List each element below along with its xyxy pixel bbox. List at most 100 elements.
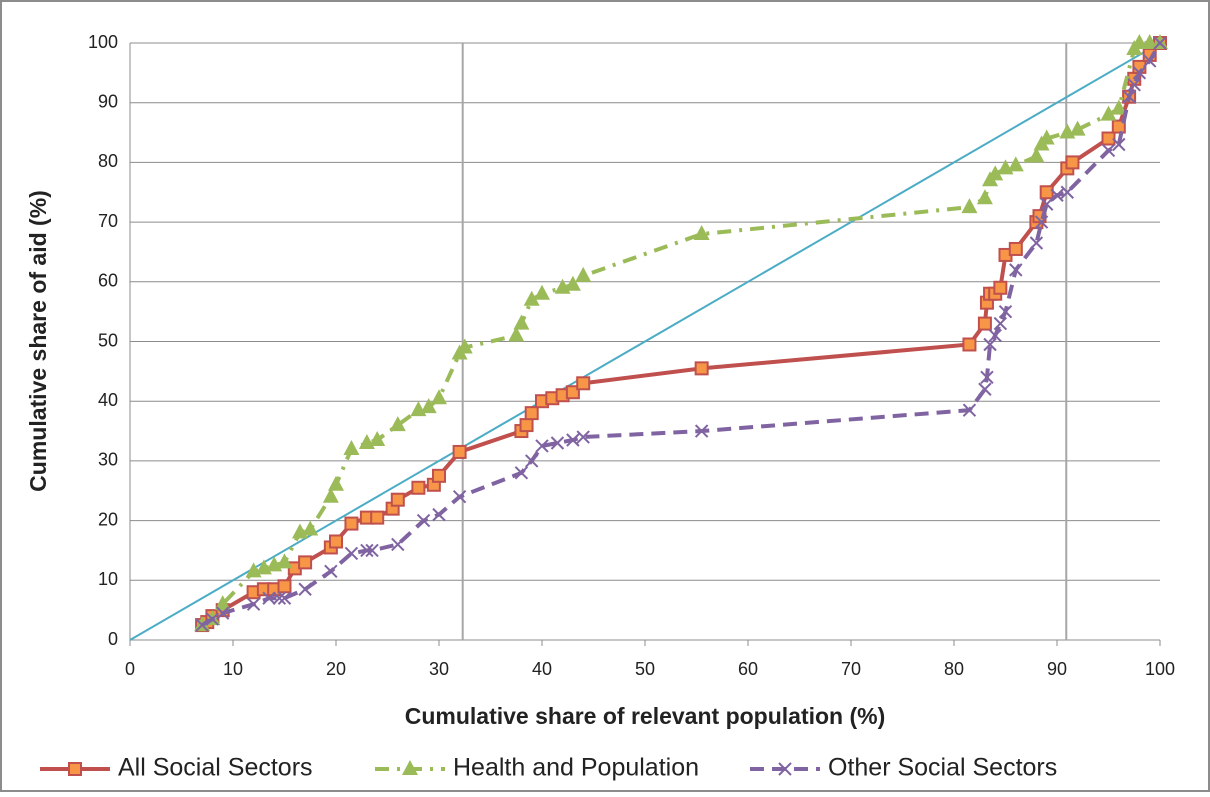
marker bbox=[420, 398, 437, 414]
marker bbox=[962, 403, 977, 417]
marker bbox=[508, 326, 525, 342]
y-tick-label: 60 bbox=[98, 271, 118, 291]
marker bbox=[524, 406, 539, 421]
y-tick-label: 80 bbox=[98, 151, 118, 171]
marker bbox=[214, 595, 231, 611]
marker bbox=[1028, 147, 1045, 163]
marker bbox=[416, 513, 431, 528]
marker bbox=[993, 280, 1008, 295]
marker bbox=[978, 382, 992, 396]
marker bbox=[302, 520, 319, 536]
marker bbox=[519, 418, 534, 433]
y-tick-label: 30 bbox=[98, 450, 118, 470]
marker bbox=[298, 582, 312, 596]
marker bbox=[1009, 263, 1023, 277]
marker bbox=[432, 507, 446, 522]
marker bbox=[1065, 155, 1080, 170]
legend-label: All Social Sectors bbox=[118, 754, 313, 782]
marker bbox=[977, 316, 992, 331]
legend-marker bbox=[778, 762, 792, 776]
marker bbox=[575, 266, 592, 282]
marker bbox=[1152, 34, 1168, 49]
marker bbox=[215, 606, 230, 620]
marker bbox=[329, 534, 343, 549]
marker bbox=[694, 424, 709, 438]
x-tick-label: 10 bbox=[223, 659, 243, 679]
marker bbox=[344, 546, 359, 561]
equality-line bbox=[129, 42, 1161, 641]
marker bbox=[432, 468, 446, 483]
marker bbox=[564, 275, 581, 291]
y-tick-label: 70 bbox=[98, 211, 118, 231]
x-axis-title: Cumulative share of relevant population … bbox=[405, 703, 886, 729]
marker bbox=[246, 597, 261, 611]
marker bbox=[1132, 66, 1147, 80]
marker bbox=[1142, 54, 1157, 68]
marker bbox=[1038, 129, 1055, 145]
marker bbox=[1112, 137, 1126, 152]
marker bbox=[456, 338, 473, 354]
marker bbox=[262, 591, 276, 605]
marker bbox=[987, 165, 1004, 181]
marker bbox=[1127, 78, 1141, 92]
marker bbox=[389, 416, 406, 432]
marker bbox=[1101, 143, 1116, 158]
marker bbox=[1141, 34, 1158, 49]
marker bbox=[391, 537, 405, 552]
marker bbox=[565, 385, 580, 400]
marker bbox=[322, 487, 339, 503]
marker bbox=[1007, 156, 1024, 172]
marker bbox=[524, 454, 539, 468]
marker bbox=[523, 290, 540, 306]
marker bbox=[343, 439, 360, 455]
marker bbox=[1101, 131, 1116, 146]
marker bbox=[298, 555, 313, 570]
y-axis-title: Cumulative share of aid (%) bbox=[25, 190, 51, 492]
marker bbox=[1153, 36, 1167, 50]
marker bbox=[998, 304, 1013, 319]
marker bbox=[988, 328, 1002, 343]
x-tick-label: 20 bbox=[326, 659, 346, 679]
marker bbox=[1110, 99, 1127, 115]
y-tick-label: 90 bbox=[98, 91, 118, 111]
marker bbox=[452, 490, 467, 504]
x-tick-label: 30 bbox=[429, 659, 449, 679]
marker bbox=[1069, 120, 1086, 136]
marker bbox=[983, 337, 997, 352]
marker bbox=[277, 579, 292, 594]
y-tick-label: 20 bbox=[98, 509, 118, 529]
marker bbox=[411, 480, 426, 495]
marker bbox=[195, 618, 209, 632]
x-tick-label: 90 bbox=[1047, 659, 1067, 679]
y-tick-label: 10 bbox=[98, 569, 118, 589]
marker bbox=[1029, 236, 1044, 250]
marker bbox=[328, 475, 344, 491]
x-tick-label: 80 bbox=[944, 659, 964, 679]
y-tick-label: 0 bbox=[108, 629, 118, 649]
marker bbox=[1034, 215, 1049, 229]
marker bbox=[550, 436, 565, 450]
marker bbox=[513, 314, 530, 330]
marker bbox=[980, 370, 994, 385]
marker bbox=[1111, 119, 1126, 134]
marker bbox=[277, 591, 292, 605]
legend-label: Health and Population bbox=[453, 754, 699, 782]
marker bbox=[370, 510, 385, 525]
marker bbox=[360, 543, 374, 558]
marker bbox=[344, 516, 359, 531]
marker bbox=[961, 198, 978, 214]
marker bbox=[534, 284, 550, 300]
marker bbox=[1050, 188, 1064, 202]
marker bbox=[276, 553, 293, 569]
x-tick-label: 100 bbox=[1145, 659, 1175, 679]
marker bbox=[365, 543, 379, 558]
marker bbox=[566, 433, 580, 447]
marker bbox=[205, 612, 220, 626]
x-tick-label: 50 bbox=[635, 659, 655, 679]
marker bbox=[1100, 105, 1117, 121]
x-tick-label: 60 bbox=[738, 659, 758, 679]
marker bbox=[1131, 34, 1148, 49]
x-tick-label: 40 bbox=[532, 659, 552, 679]
